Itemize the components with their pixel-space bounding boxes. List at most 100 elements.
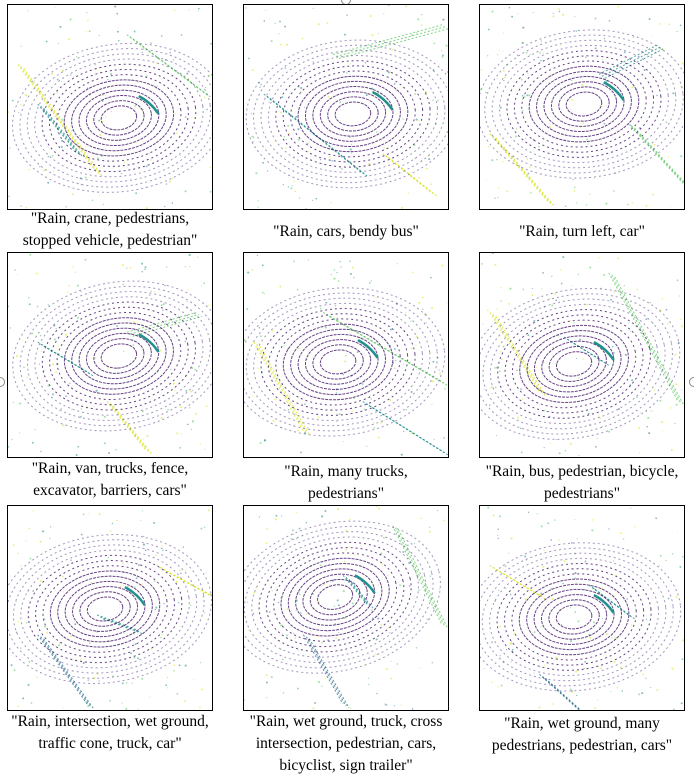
caption-7-line-2: traffic cone, truck, car" <box>38 735 182 752</box>
lidar-point <box>116 30 119 33</box>
lidar-point <box>125 707 128 710</box>
lidar-point <box>187 77 190 80</box>
lidar-point <box>65 206 67 208</box>
lidar-point <box>16 273 19 275</box>
lidar-point <box>266 696 268 699</box>
lidar-point <box>589 636 592 639</box>
lidar-point <box>553 83 555 85</box>
lidar-point <box>71 130 73 132</box>
lidar-point <box>522 110 524 112</box>
lidar-point <box>676 531 678 533</box>
lidar-point <box>432 99 434 102</box>
lidar-point <box>656 689 659 691</box>
lidar-point <box>408 585 411 587</box>
lidar-object-highlight <box>593 594 615 614</box>
lidar-point <box>51 363 54 366</box>
lidar-point <box>342 441 344 443</box>
lidar-point <box>324 509 327 512</box>
lidar-point <box>430 276 432 279</box>
lidar-ring <box>558 86 610 122</box>
lidar-point <box>438 369 440 371</box>
lidar-point <box>441 56 444 58</box>
lidar-point <box>557 335 560 337</box>
lidar-point <box>298 650 300 652</box>
lidar-point <box>75 454 78 457</box>
lidar-point <box>342 589 345 593</box>
lidar-point <box>408 561 411 565</box>
lidar-point <box>500 286 502 289</box>
lidar-ring <box>480 29 684 179</box>
lidar-streak <box>308 638 350 709</box>
lidar-point <box>497 77 499 79</box>
lidar-ring <box>480 542 682 692</box>
lidar-point <box>540 666 542 668</box>
selection-handle-right[interactable] <box>689 377 694 387</box>
lidar-point <box>487 55 489 57</box>
lidar-point <box>405 312 407 314</box>
lidar-point <box>655 517 657 519</box>
lidar-point <box>279 20 281 23</box>
lidar-point <box>376 297 378 299</box>
lidar-point <box>510 661 512 663</box>
selection-handle-left[interactable] <box>0 377 5 387</box>
lidar-point <box>29 557 32 560</box>
lidar-point <box>596 699 599 701</box>
caption-2: "Rain, cars, bendy bus" <box>230 221 462 243</box>
lidar-point <box>108 452 111 454</box>
lidar-streak <box>388 157 439 198</box>
lidar-point <box>548 82 550 84</box>
lidar-point <box>40 450 42 453</box>
lidar-point <box>61 139 64 143</box>
lidar-point <box>259 335 262 338</box>
lidar-ring <box>253 302 423 422</box>
lidar-point <box>323 583 325 586</box>
lidar-point <box>132 344 135 346</box>
lidar-point <box>179 154 181 156</box>
lidar-point <box>587 143 589 145</box>
lidar-point <box>426 618 428 620</box>
lidar-point <box>487 309 489 312</box>
lidar-point <box>538 145 540 148</box>
lidar-point <box>167 408 170 411</box>
lidar-ring <box>497 309 651 419</box>
lidar-point <box>300 86 303 90</box>
lidar-point <box>188 9 190 11</box>
lidar-point <box>206 108 208 111</box>
lidar-point <box>179 572 182 575</box>
lidar-point <box>511 15 514 18</box>
lidar-point <box>270 676 273 679</box>
caption-8-line-1: "Rain, wet ground, truck, cross <box>249 713 443 730</box>
lidar-point <box>491 392 493 394</box>
lidar-point <box>502 345 505 348</box>
lidar-point <box>94 357 97 360</box>
lidar-point <box>429 575 431 577</box>
lidar-ring <box>273 552 398 642</box>
lidar-point <box>292 632 295 635</box>
lidar-streak <box>109 403 150 454</box>
lidar-ring <box>499 44 669 164</box>
lidar-point <box>124 632 126 634</box>
lidar-point <box>53 338 56 341</box>
lidar-point <box>617 257 619 260</box>
lidar-point <box>616 686 619 689</box>
lidar-point <box>410 320 412 322</box>
lidar-point <box>676 30 678 33</box>
lidar-point <box>636 396 638 398</box>
lidar-point <box>84 258 87 261</box>
lidar-point <box>480 88 482 91</box>
lidar-point <box>282 183 284 186</box>
lidar-point <box>47 304 49 306</box>
lidar-point <box>107 556 110 559</box>
lidar-ring <box>93 338 145 374</box>
lidar-ring <box>260 308 416 416</box>
lidar-point <box>626 598 628 600</box>
lidar-point <box>98 34 100 36</box>
lidar-point <box>665 559 667 562</box>
lidar-point <box>492 253 494 254</box>
lidar-point <box>185 569 187 571</box>
lidar-point <box>500 395 503 397</box>
lidar-point <box>336 420 338 423</box>
lidar-point <box>9 327 12 329</box>
lidar-point <box>11 438 13 441</box>
lidar-ring <box>245 39 448 189</box>
